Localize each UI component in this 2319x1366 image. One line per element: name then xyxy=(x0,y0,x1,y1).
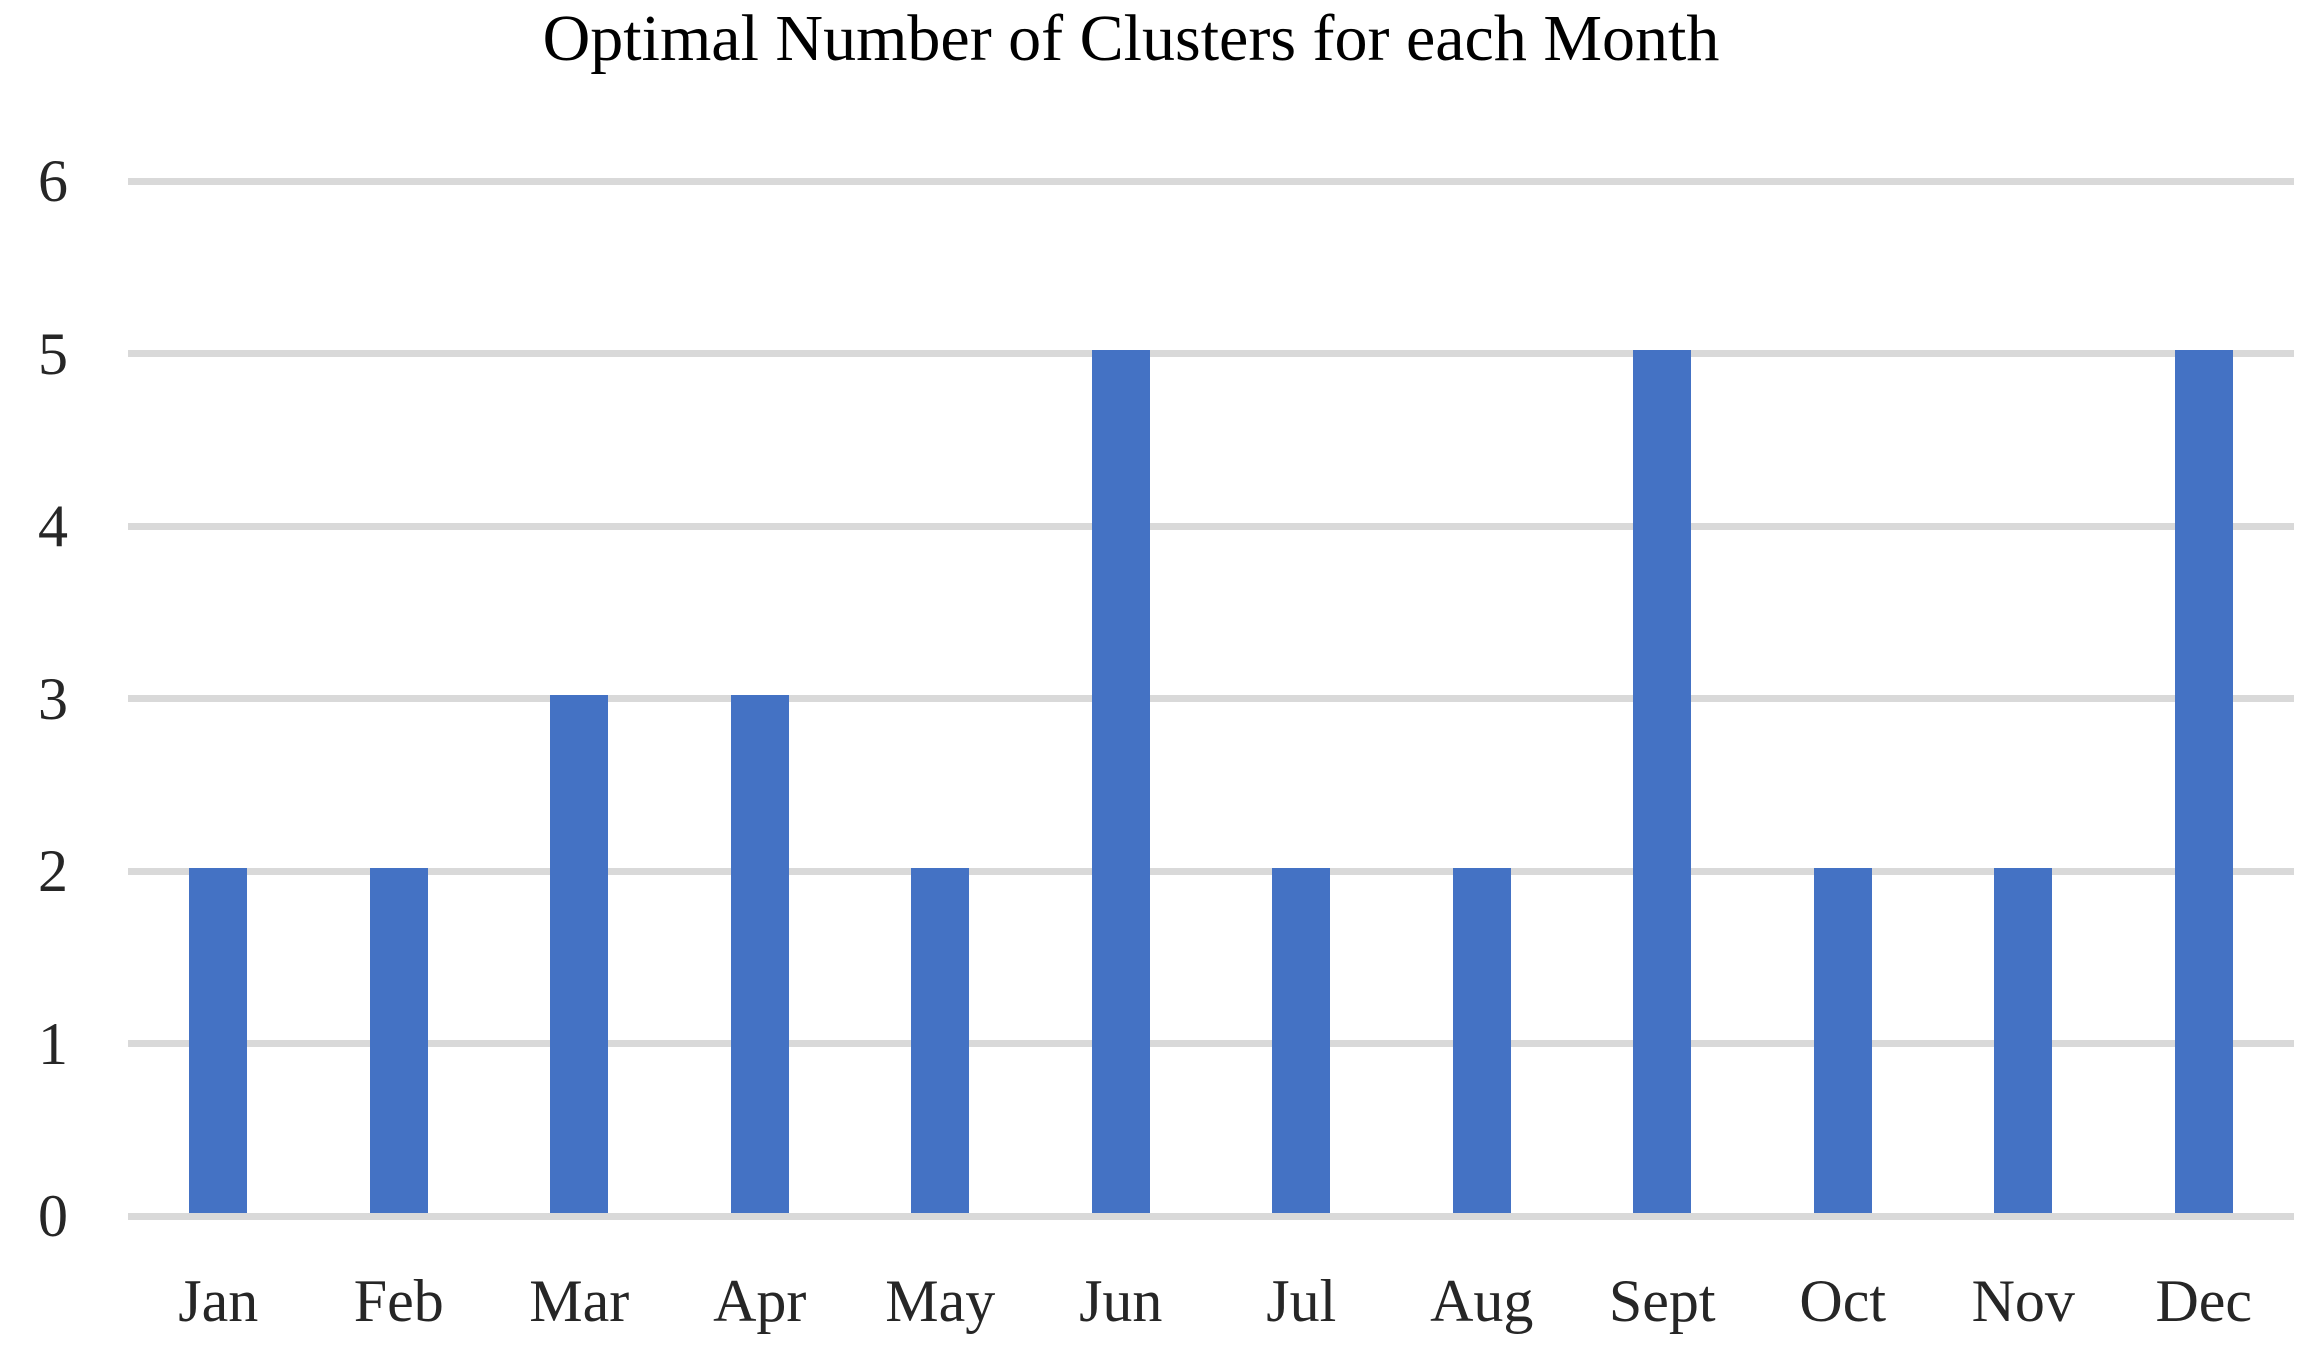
bar-feb xyxy=(369,867,428,1213)
bar-nov xyxy=(1994,867,2053,1213)
gridline-2 xyxy=(128,867,2294,875)
x-tick-label-dec: Dec xyxy=(2155,1268,2253,1334)
x-tick-label-aug: Aug xyxy=(1430,1268,1534,1334)
x-tick-label-sept: Sept xyxy=(1608,1268,1716,1334)
y-tick-label-6: 6 xyxy=(38,148,68,214)
gridline-4 xyxy=(128,522,2294,530)
gridline-6 xyxy=(128,177,2294,185)
gridline-3 xyxy=(128,695,2294,702)
y-tick-label-1: 1 xyxy=(38,1010,68,1077)
y-tick-label-5: 5 xyxy=(38,320,68,387)
bar-aug xyxy=(1452,867,1511,1213)
chart-title: Optimal Number of Clusters for each Mont… xyxy=(542,2,1720,75)
x-tick-label-jul: Jul xyxy=(1266,1268,1337,1334)
bar-jan xyxy=(189,867,248,1213)
y-tick-label-3: 3 xyxy=(38,665,68,732)
bar-mar xyxy=(550,695,609,1213)
y-tick-label-0: 0 xyxy=(38,1183,68,1249)
x-tick-label-jun: Jun xyxy=(1079,1268,1163,1334)
x-tick-label-jan: Jan xyxy=(178,1268,259,1334)
x-tick-label-nov: Nov xyxy=(1971,1268,2075,1334)
x-tick-label-feb: Feb xyxy=(353,1268,444,1334)
x-tick-label-oct: Oct xyxy=(1799,1268,1887,1334)
x-tick-label-may: May xyxy=(885,1268,996,1334)
y-tick-label-4: 4 xyxy=(38,493,68,559)
bar-sept xyxy=(1633,350,1692,1213)
bar-may xyxy=(911,867,970,1213)
bar-jul xyxy=(1272,867,1331,1213)
gridline-5 xyxy=(128,350,2294,357)
bar-apr xyxy=(730,695,789,1213)
gridline-1 xyxy=(128,1040,2294,1047)
y-tick-label-2: 2 xyxy=(38,838,68,904)
bar-oct xyxy=(1813,867,1872,1213)
x-tick-label-mar: Mar xyxy=(529,1268,630,1334)
x-axis-line xyxy=(128,1212,2294,1220)
bar-dec xyxy=(2174,350,2233,1213)
bar-jun xyxy=(1091,350,1150,1213)
x-tick-label-apr: Apr xyxy=(713,1268,807,1334)
